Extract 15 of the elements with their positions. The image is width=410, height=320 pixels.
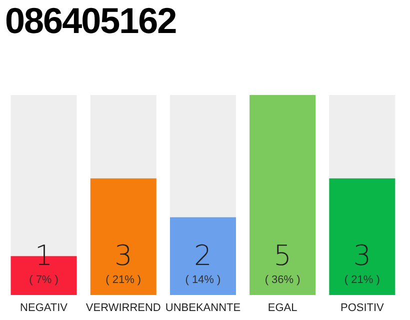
annotation: 3 (114, 239, 132, 272)
data-label: ( 7% ) (29, 274, 58, 286)
x-tick-label: NEGATIV (20, 302, 68, 314)
annotation: 3 (353, 239, 372, 272)
x-tick-label: VERWIRREND (86, 302, 161, 314)
chart-title: 086405162 (5, 0, 176, 42)
data-label: ( 14% ) (185, 274, 221, 286)
x-tick-label: EGAL (268, 302, 298, 314)
data-label: ( 36% ) (264, 274, 300, 286)
x-tick-label: UNBEKANNTE (165, 302, 241, 314)
data-label: ( 21% ) (344, 274, 380, 286)
data-label: ( 21% ) (106, 274, 142, 286)
annotation: 2 (194, 239, 212, 272)
x-tick-label: POSITIV (340, 302, 385, 314)
annotation: 5 (274, 239, 292, 272)
